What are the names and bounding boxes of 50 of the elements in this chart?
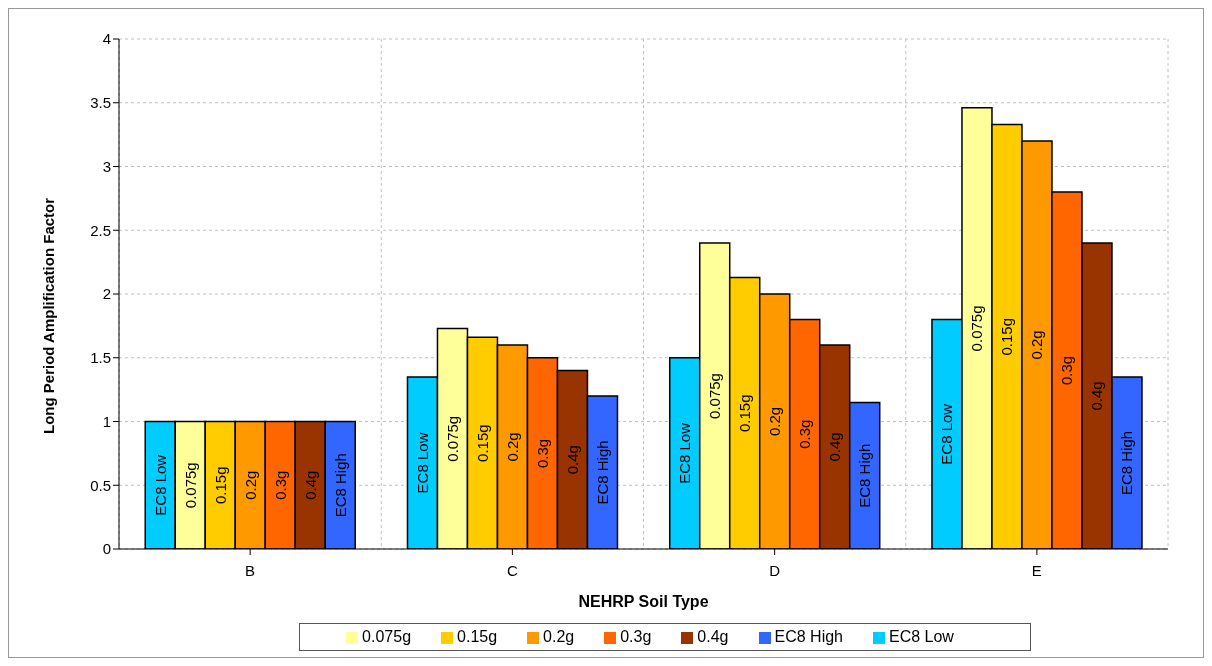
y-tick-label: 1.5	[90, 349, 111, 367]
x-tick-label: E	[1031, 561, 1042, 579]
text: EC8 High	[331, 453, 349, 518]
text: 0.2g	[766, 406, 784, 437]
text: 0.2g	[1028, 330, 1046, 360]
text: EC8 High	[1118, 430, 1136, 496]
legend-label: 0.2g	[543, 628, 575, 645]
text: 0.3g	[533, 438, 551, 468]
y-tick-label: 0.5	[90, 476, 111, 494]
text: 0.3g	[271, 470, 289, 500]
text: 0.15g	[736, 394, 754, 432]
text: EC8 Low	[676, 422, 694, 484]
text: 0.3g	[796, 419, 814, 449]
legend-label: 0.15g	[457, 628, 498, 645]
legend-label: EC8 Low	[888, 628, 954, 645]
text: 0.15g	[473, 424, 491, 462]
y-tick-label: 3	[102, 157, 111, 175]
legend-label: 0.075g	[362, 628, 412, 645]
text: EC8 Low	[413, 432, 431, 494]
y-tick-label: 3.5	[90, 94, 111, 112]
text: 0.2g	[241, 470, 259, 500]
y-tick-label: 2	[102, 285, 111, 303]
y-tick-label: 0	[102, 540, 111, 558]
text: EC8 Low	[151, 454, 169, 516]
x-axis-title: NEHRP Soil Type	[578, 593, 709, 610]
text: 0.15g	[211, 466, 229, 505]
legend-label: 0.4g	[697, 628, 729, 645]
text: EC8 Low	[938, 403, 956, 465]
text: 0.4g	[301, 470, 319, 500]
x-tick-label: D	[769, 561, 781, 579]
text: 0.3g	[1058, 355, 1076, 386]
text: EC8 High	[856, 443, 874, 508]
x-tick-label: C	[506, 561, 518, 579]
text: 0.15g	[998, 317, 1016, 356]
y-tick-label: 4	[102, 30, 111, 48]
legend-label: 0.3g	[620, 628, 652, 645]
text: 0.4g	[1088, 381, 1106, 411]
text: 0.4g	[563, 445, 581, 475]
text: 0.075g	[443, 415, 461, 462]
text: 0.075g	[181, 462, 199, 509]
text: 0.075g	[706, 373, 724, 419]
y-tick-label: 1	[102, 412, 111, 430]
text: 0.4g	[826, 432, 844, 462]
y-axis-title: Long Period Amplification Factor	[40, 197, 58, 434]
text: EC8 High	[593, 440, 611, 505]
legend-label: EC8 High	[774, 628, 843, 645]
text: 0.075g	[968, 305, 986, 352]
text: 0.2g	[503, 432, 521, 462]
x-tick-label: B	[245, 561, 256, 579]
y-tick-label: 2.5	[90, 221, 111, 239]
